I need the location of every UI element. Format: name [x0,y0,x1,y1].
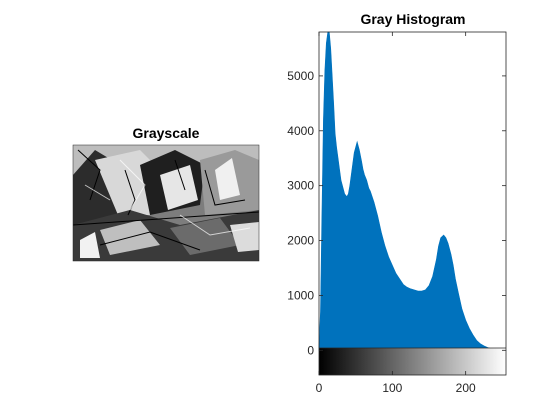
histogram-series [318,31,507,351]
x-tick-label: 200 [456,381,476,395]
histogram-axes: 0 1000 2000 3000 4000 5000 0 100 200 [287,31,507,395]
y-tick-label: 2000 [287,234,314,248]
gray-colorbar [319,348,506,375]
y-tick-label: 1000 [287,288,314,302]
x-tick-label: 100 [382,381,402,395]
y-tick-label: 4000 [287,124,314,138]
histogram-panel: Gray Histogram 0 1000 2000 3000 4000 5000 0 100… [287,11,507,395]
y-tick-label: 5000 [287,69,314,83]
y-tick-label: 3000 [287,179,314,193]
grayscale-panel: Grayscale [72,125,260,262]
colorbar-gradient [319,348,506,375]
axes-box [318,31,507,376]
y-tick-label: 0 [307,343,314,357]
grayscale-image [72,144,260,262]
chart-title: Gray Histogram [360,11,465,27]
x-tick-label: 0 [316,381,323,395]
grayscale-title: Grayscale [133,125,200,141]
histogram-plot-area [318,31,507,351]
